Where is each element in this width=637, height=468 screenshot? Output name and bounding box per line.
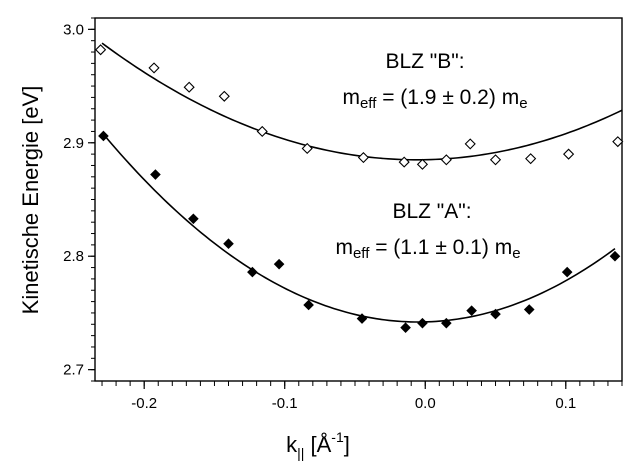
y-tick-label: 3.0 (63, 21, 84, 38)
plot-frame (94, 17, 623, 382)
data-points (95, 44, 624, 333)
data-point-blz-b (563, 148, 575, 160)
annotation-blz-b-title: BLZ "B": (385, 50, 464, 73)
x-axis-title-sup: -1 (331, 429, 344, 445)
annotation-blz-a: BLZ "A": meff = (1.1 ± 0.1) me (335, 200, 520, 262)
data-point-blz-b (525, 153, 537, 165)
data-point-blz-a (303, 299, 314, 311)
x-axis-title-sub: || (297, 445, 304, 461)
data-point-blz-b (398, 156, 410, 168)
data-point-blz-b (256, 125, 268, 138)
data-point-blz-a (98, 130, 109, 142)
annotation-blz-a-title: BLZ "A": (392, 200, 471, 223)
annotation-blz-a-e: e (512, 245, 520, 262)
data-point-blz-a (188, 213, 199, 225)
data-point-blz-b (183, 81, 195, 93)
x-axis-title-main: k (286, 432, 298, 457)
data-point-blz-b (301, 142, 313, 155)
data-point-blz-a (273, 258, 285, 270)
data-point-blz-a (150, 169, 161, 180)
x-axis-title: k|| [Å-1] (286, 429, 350, 461)
data-point-blz-a (417, 317, 428, 329)
x-tick-label: -0.1 (272, 395, 298, 412)
data-point-blz-a (490, 308, 501, 320)
annotation-blz-b-eff: eff (360, 95, 377, 112)
fit-curve-blz-a (102, 133, 616, 323)
axes-layer: 2.7 2.8 2.9 3.0 -0.2 -0.1 0.0 0.1 (63, 17, 623, 412)
y-tick-label: 2.8 (63, 248, 84, 265)
fit-curves (101, 42, 623, 323)
annotation-blz-b-formula: meff = (1.9 ± 0.2) me (342, 86, 527, 112)
data-point-blz-a (356, 313, 368, 324)
data-point-blz-a (609, 250, 621, 262)
data-point-blz-a (523, 304, 535, 315)
y-tick-label: 2.9 (63, 135, 84, 152)
x-axis-title-close: ] (344, 432, 350, 457)
annotation-blz-a-formula: meff = (1.1 ± 0.1) me (335, 236, 520, 262)
annotation-blz-b-value: = (1.9 ± 0.2) m (376, 86, 519, 109)
annotation-blz-a-eff: eff (353, 245, 370, 262)
data-point-blz-a (247, 266, 258, 278)
data-point-blz-b (464, 138, 476, 150)
data-point-blz-b (218, 90, 230, 102)
data-point-blz-b (440, 154, 452, 166)
x-axis-title-unit: [Å (304, 432, 331, 457)
data-point-blz-b (612, 136, 624, 148)
data-point-blz-b (148, 62, 160, 74)
annotation-blz-a-value: = (1.1 ± 0.1) m (369, 236, 512, 259)
annotation-blz-b: BLZ "B": meff = (1.9 ± 0.2) me (342, 50, 527, 112)
data-point-blz-b (489, 154, 502, 166)
y-tick-label: 2.7 (63, 362, 84, 379)
x-tick-label: 0.0 (415, 395, 436, 412)
data-point-blz-b (416, 158, 429, 170)
annotation-blz-b-e: e (519, 95, 527, 112)
data-point-blz-b (95, 44, 107, 56)
x-tick-label: 0.1 (555, 395, 576, 412)
data-point-blz-a (400, 322, 411, 333)
x-tick-label: -0.2 (131, 395, 157, 412)
data-point-blz-a (223, 238, 234, 250)
data-point-blz-b (357, 151, 369, 164)
y-axis-title: Kinetische Energie [eV] (18, 86, 43, 315)
data-point-blz-a (441, 317, 452, 329)
data-point-blz-a (561, 266, 573, 278)
annotation-blz-b-m: m (342, 86, 360, 109)
annotation-blz-a-m: m (335, 236, 353, 259)
data-point-blz-a (466, 305, 477, 316)
